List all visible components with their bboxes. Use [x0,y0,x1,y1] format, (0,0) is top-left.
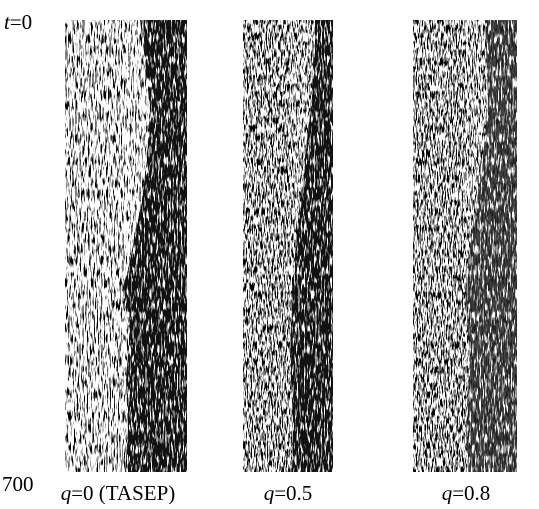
space-time-diagram [243,20,333,472]
time-label: 700 [2,472,34,496]
space-time-diagram [413,20,517,472]
caption-value: =0 (TASEP) [71,481,175,504]
panel-caption: q=0.8 [442,481,491,504]
time-variable: t [4,10,11,34]
caption-variable: q [442,481,453,504]
space-time-diagram [65,20,187,472]
caption-value: =0.5 [274,481,312,504]
caption-value: =0.8 [452,481,490,504]
time-value: =0 [10,10,32,34]
panel-caption: q=0 (TASEP) [61,481,176,504]
panel-caption: q=0.5 [264,481,313,504]
caption-variable: q [264,481,275,504]
time-label: t=0 [4,10,32,34]
caption-variable: q [61,481,72,504]
